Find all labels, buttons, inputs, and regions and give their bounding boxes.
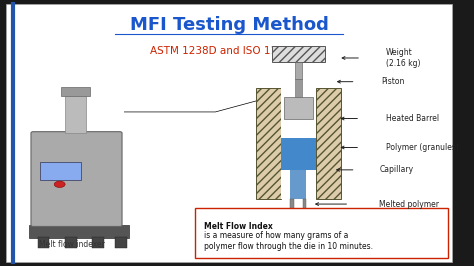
Bar (316, 88, 341, 199)
Bar (61, 87, 90, 96)
Text: ASTM 1238D and ISO 1133: ASTM 1238D and ISO 1133 (150, 46, 290, 56)
Text: Heated Barrel: Heated Barrel (386, 114, 439, 123)
Bar (295, 79, 302, 97)
Circle shape (54, 181, 65, 188)
Text: Polymer (granules): Polymer (granules) (386, 143, 459, 152)
Bar (295, 62, 302, 79)
Bar (291, 199, 294, 234)
Bar (282, 88, 316, 199)
FancyBboxPatch shape (31, 132, 122, 226)
Bar (38, 238, 49, 247)
Text: Melt Flow Index: Melt Flow Index (204, 222, 273, 231)
Bar (29, 225, 129, 238)
Text: Melted polymer: Melted polymer (379, 200, 439, 209)
FancyBboxPatch shape (290, 232, 307, 247)
FancyBboxPatch shape (40, 162, 81, 180)
Text: Capillary: Capillary (379, 165, 413, 174)
Bar (303, 199, 306, 234)
Bar (282, 138, 316, 170)
Text: MFI Testing Method: MFI Testing Method (129, 16, 328, 34)
Bar (92, 238, 104, 247)
Text: is a measure of how many grams of a
polymer flow through the die in 10 minutes.: is a measure of how many grams of a poly… (204, 231, 373, 251)
FancyBboxPatch shape (6, 4, 452, 262)
Bar (291, 170, 306, 199)
Text: Piston: Piston (382, 77, 405, 86)
Bar (115, 238, 127, 247)
FancyBboxPatch shape (195, 208, 447, 258)
Bar (65, 91, 86, 133)
Text: Melt flow indexer: Melt flow indexer (39, 240, 105, 249)
Bar (272, 46, 325, 62)
Bar (283, 97, 313, 119)
Bar (65, 238, 76, 247)
Bar (256, 88, 282, 199)
Text: Weight
(2.16 kg): Weight (2.16 kg) (386, 48, 420, 68)
